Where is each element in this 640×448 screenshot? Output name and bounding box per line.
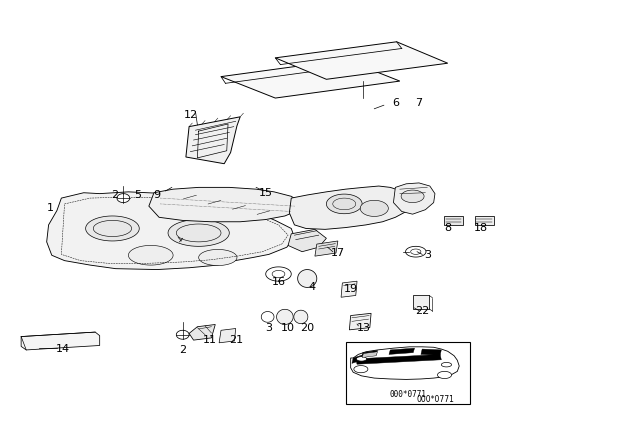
Text: 2: 2 xyxy=(179,345,186,355)
Polygon shape xyxy=(298,270,317,288)
Polygon shape xyxy=(352,355,363,363)
Text: 000*0771: 000*0771 xyxy=(416,395,454,404)
Polygon shape xyxy=(289,186,410,229)
Polygon shape xyxy=(354,366,368,373)
Polygon shape xyxy=(413,296,429,309)
Text: 17: 17 xyxy=(331,248,345,258)
Text: 21: 21 xyxy=(228,335,243,345)
Polygon shape xyxy=(444,216,463,225)
Polygon shape xyxy=(315,241,338,256)
Polygon shape xyxy=(177,224,221,242)
Text: 2: 2 xyxy=(111,190,118,200)
Polygon shape xyxy=(149,187,301,222)
Polygon shape xyxy=(47,192,294,270)
Polygon shape xyxy=(356,354,442,364)
Polygon shape xyxy=(221,60,400,98)
Polygon shape xyxy=(341,281,357,297)
Polygon shape xyxy=(362,350,378,357)
Text: 18: 18 xyxy=(474,224,488,233)
Text: 4: 4 xyxy=(308,281,316,292)
Text: 22: 22 xyxy=(415,306,429,316)
Polygon shape xyxy=(294,310,308,323)
Polygon shape xyxy=(389,348,415,354)
Text: 14: 14 xyxy=(56,344,70,354)
Polygon shape xyxy=(117,194,130,202)
Polygon shape xyxy=(21,332,100,350)
Text: 19: 19 xyxy=(344,284,358,294)
Polygon shape xyxy=(261,311,274,322)
Text: 1: 1 xyxy=(47,203,54,213)
Polygon shape xyxy=(177,330,189,339)
Polygon shape xyxy=(129,246,173,265)
Text: 12: 12 xyxy=(184,110,198,120)
Polygon shape xyxy=(351,347,460,379)
Bar xyxy=(346,342,470,404)
Polygon shape xyxy=(474,215,493,225)
Polygon shape xyxy=(275,42,448,79)
Polygon shape xyxy=(288,229,326,252)
Text: 20: 20 xyxy=(300,323,314,332)
Text: 5: 5 xyxy=(134,190,141,200)
Text: 13: 13 xyxy=(356,323,371,332)
Polygon shape xyxy=(360,200,388,216)
Text: 10: 10 xyxy=(281,323,295,332)
Polygon shape xyxy=(401,190,424,202)
Polygon shape xyxy=(438,371,452,379)
Text: 9: 9 xyxy=(154,190,161,200)
Polygon shape xyxy=(266,267,291,281)
Text: 7: 7 xyxy=(415,99,422,108)
Polygon shape xyxy=(421,349,442,355)
Polygon shape xyxy=(86,216,140,241)
Polygon shape xyxy=(219,328,236,343)
Text: 16: 16 xyxy=(271,277,285,287)
Polygon shape xyxy=(411,249,421,254)
Polygon shape xyxy=(349,313,371,330)
Polygon shape xyxy=(326,194,362,214)
Text: 3: 3 xyxy=(424,250,431,260)
Polygon shape xyxy=(442,362,452,367)
Text: 6: 6 xyxy=(392,99,399,108)
Polygon shape xyxy=(189,324,215,340)
Text: 000*0771: 000*0771 xyxy=(389,390,426,399)
Text: 15: 15 xyxy=(259,188,273,198)
Text: 11: 11 xyxy=(203,335,217,345)
Polygon shape xyxy=(356,357,367,361)
Polygon shape xyxy=(168,220,229,246)
Text: 3: 3 xyxy=(266,323,273,332)
Polygon shape xyxy=(333,198,356,210)
Polygon shape xyxy=(186,117,240,164)
Polygon shape xyxy=(93,220,132,237)
Polygon shape xyxy=(394,183,435,214)
Polygon shape xyxy=(406,246,426,257)
Polygon shape xyxy=(198,250,237,266)
Polygon shape xyxy=(276,309,293,324)
Polygon shape xyxy=(362,352,378,358)
Text: 8: 8 xyxy=(444,224,451,233)
Polygon shape xyxy=(272,271,285,278)
